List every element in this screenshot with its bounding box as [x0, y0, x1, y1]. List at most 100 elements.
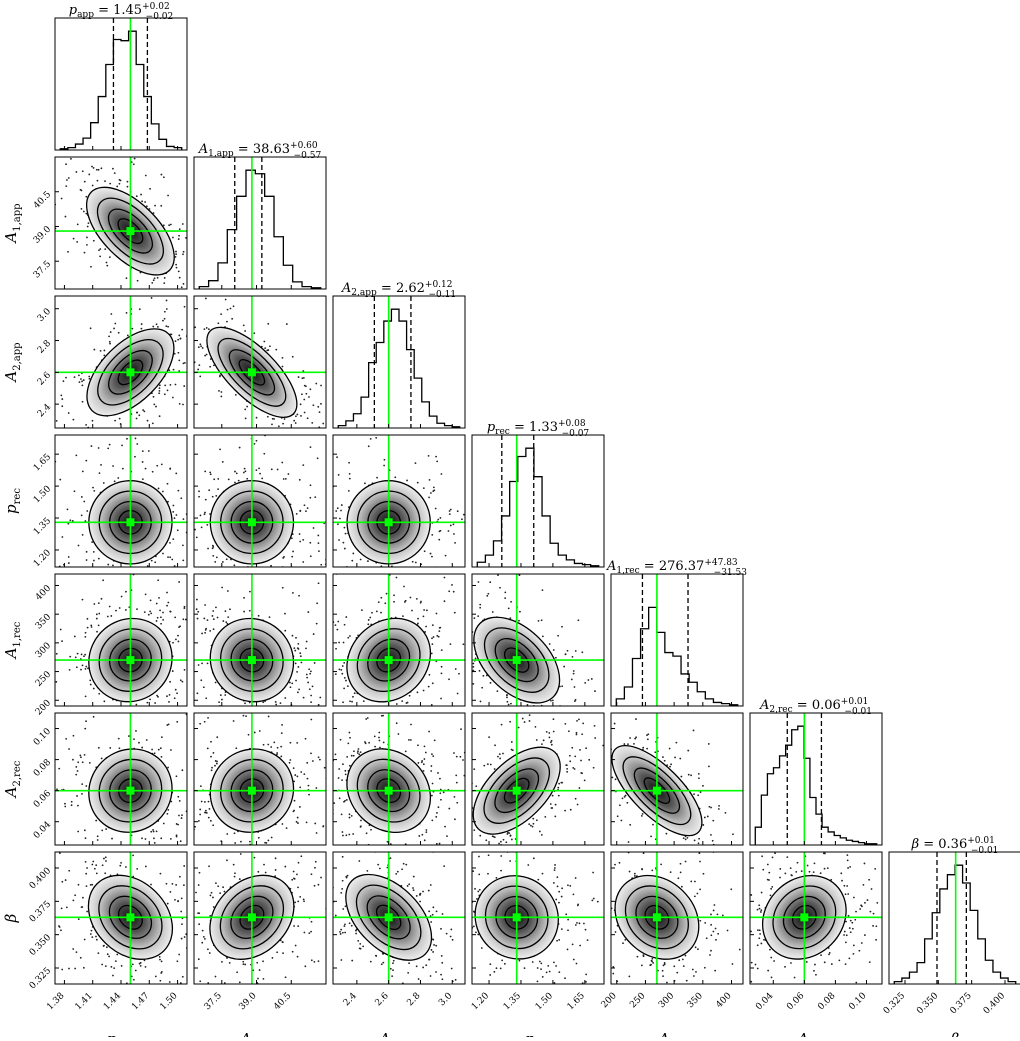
- sample-point: [85, 872, 88, 875]
- sample-point: [699, 791, 702, 794]
- sample-point: [233, 564, 236, 567]
- sample-point: [168, 981, 171, 983]
- contour-3: [504, 904, 530, 930]
- sample-point: [175, 816, 177, 818]
- sample-point: [430, 921, 433, 923]
- sample-point: [306, 417, 309, 420]
- sample-point: [430, 492, 432, 494]
- sample-point: [830, 878, 833, 881]
- sample-point: [704, 861, 706, 863]
- sample-point: [345, 616, 348, 618]
- sample-point: [320, 876, 322, 879]
- sample-point: [506, 700, 509, 703]
- sample-point: [499, 757, 502, 760]
- sample-point: [147, 730, 149, 732]
- sample-point: [263, 452, 266, 455]
- sample-point: [398, 858, 400, 860]
- sample-point: [808, 870, 811, 873]
- sample-point: [200, 345, 203, 348]
- sample-point: [711, 863, 713, 865]
- sample-point: [257, 614, 260, 617]
- sample-point: [105, 261, 108, 264]
- sample-point: [352, 754, 355, 757]
- sample-point: [431, 637, 433, 640]
- sample-point: [170, 1009, 172, 1011]
- sample-point: [95, 613, 98, 616]
- sample-point: [157, 487, 160, 490]
- contour-2: [495, 895, 539, 939]
- sample-point: [694, 946, 697, 949]
- sample-point: [155, 620, 158, 622]
- sample-point: [95, 819, 98, 822]
- sample-point: [614, 863, 616, 866]
- sample-point: [307, 611, 310, 613]
- sample-point: [846, 885, 849, 887]
- sample-point: [566, 649, 569, 652]
- sample-point: [429, 552, 432, 555]
- sample-point: [117, 737, 120, 740]
- sample-point: [354, 817, 356, 819]
- sample-point: [204, 811, 206, 814]
- sample-point: [280, 989, 282, 991]
- sample-point: [517, 726, 520, 729]
- sample-point: [104, 708, 106, 710]
- sample-point: [109, 182, 112, 185]
- sample-point: [233, 832, 236, 835]
- title-p_rec: prec = 1.33+0.08 −0.07: [487, 419, 590, 439]
- truth-marker: [126, 368, 135, 377]
- sample-point: [545, 717, 547, 719]
- truth-marker: [652, 913, 661, 922]
- sample-point: [322, 825, 325, 828]
- sample-point: [154, 713, 156, 715]
- sample-point: [266, 415, 269, 418]
- sample-point: [408, 962, 410, 965]
- sample-point: [343, 687, 346, 690]
- sample-point: [40, 389, 42, 391]
- sample-point: [222, 876, 224, 878]
- sample-point: [549, 1004, 551, 1006]
- sample-point: [350, 814, 353, 817]
- sample-point: [507, 703, 510, 706]
- sample-point: [641, 812, 644, 815]
- sample-point: [77, 761, 80, 764]
- sample-point: [651, 960, 653, 963]
- x-tick-label: 1.35: [502, 991, 523, 1012]
- sample-point: [329, 668, 331, 670]
- sample-point: [253, 332, 256, 335]
- sample-point: [443, 576, 446, 579]
- sample-point: [312, 633, 315, 635]
- sample-point: [455, 695, 457, 697]
- sample-point: [267, 322, 270, 325]
- sample-point: [197, 239, 199, 241]
- sample-point: [657, 988, 659, 990]
- sample-point: [298, 806, 301, 808]
- sample-point: [855, 910, 857, 913]
- panel-frame: [471, 434, 605, 568]
- sample-point: [155, 405, 157, 408]
- sample-point: [102, 579, 105, 582]
- sample-point: [466, 506, 468, 508]
- sample-point: [311, 821, 313, 823]
- sample-point: [152, 140, 154, 142]
- sample-point: [536, 720, 538, 722]
- sample-point: [378, 568, 380, 570]
- sample-point: [280, 732, 283, 735]
- sample-point: [327, 786, 329, 788]
- sample-point: [401, 993, 403, 995]
- sample-point: [181, 674, 183, 676]
- sample-point: [189, 827, 191, 829]
- sample-point: [146, 701, 149, 704]
- sample-point: [381, 952, 384, 955]
- sample-point: [150, 559, 153, 562]
- sample-point: [571, 1030, 573, 1032]
- sample-point: [376, 574, 378, 576]
- sample-point: [611, 776, 614, 779]
- sample-point: [579, 866, 581, 868]
- sample-point: [268, 576, 270, 578]
- sample-point: [327, 501, 329, 503]
- sample-point: [515, 846, 517, 848]
- sample-point: [317, 640, 319, 642]
- sample-point: [76, 795, 78, 797]
- sample-point: [572, 958, 575, 961]
- sample-point: [77, 830, 80, 833]
